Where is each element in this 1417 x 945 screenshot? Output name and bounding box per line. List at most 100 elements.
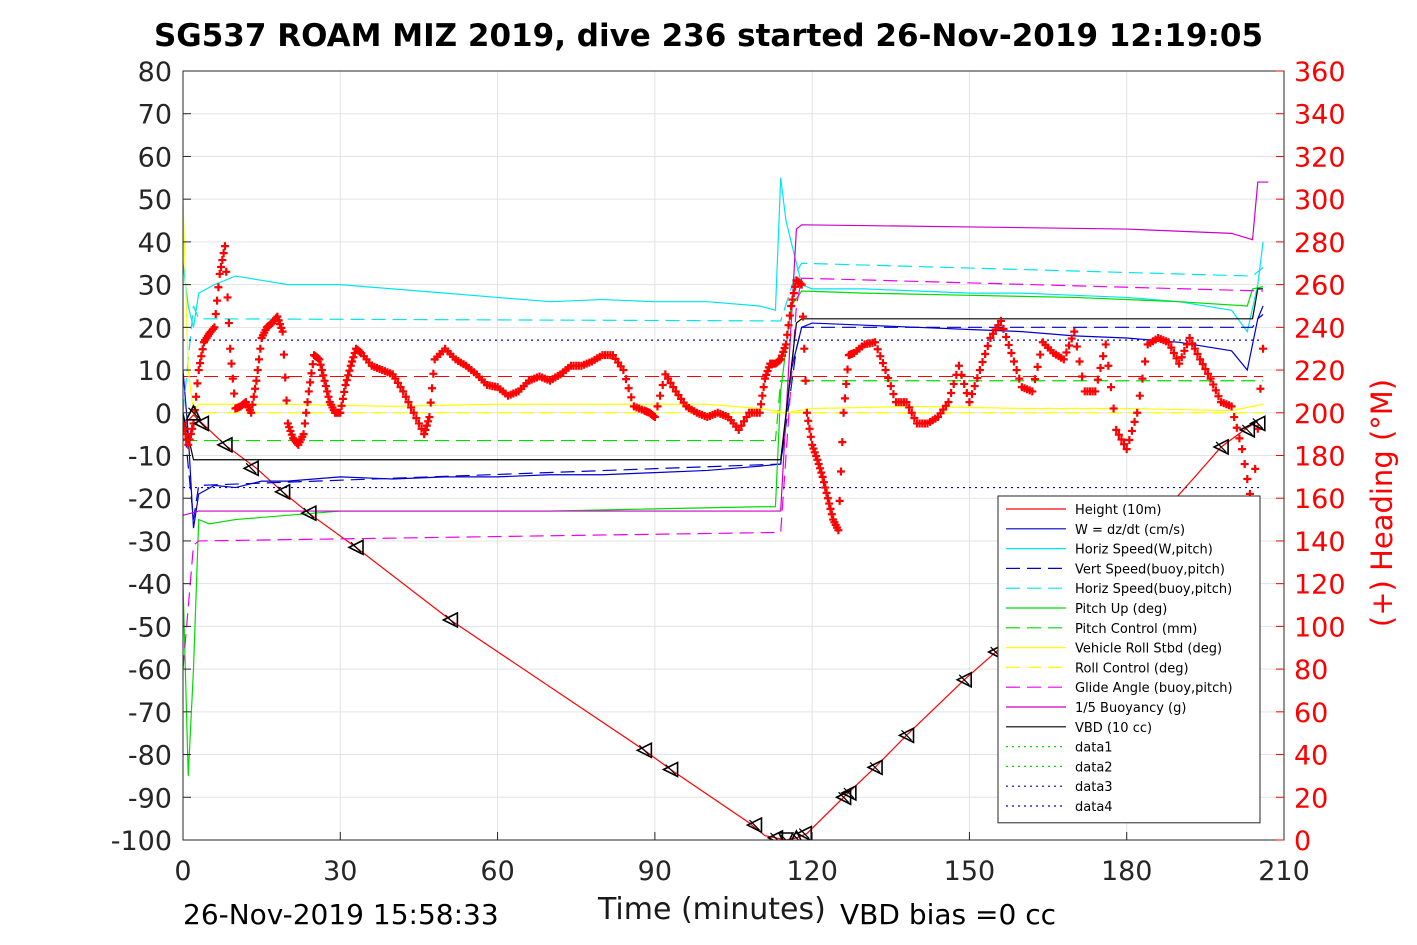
y-tick-label-right: 160 [1294, 484, 1346, 515]
series-glide-angle-buoy-pitch [183, 277, 1264, 670]
heading-marker [1230, 413, 1239, 422]
y-tick-label-right: 220 [1294, 356, 1346, 387]
axis-ticks: 0 30 60 90 120 150 180 21080706050403020100-10-… [111, 57, 1346, 887]
y-tick-label-left: -20 [128, 484, 172, 515]
heading-marker [393, 378, 402, 387]
heading-marker [1203, 369, 1212, 378]
legend-entry: Pitch Up (deg) [1075, 602, 1167, 617]
heading-marker [878, 359, 887, 368]
heading-marker [1015, 374, 1024, 383]
heading-marker [783, 330, 792, 339]
triangle-marker [216, 436, 233, 454]
heading-marker [781, 340, 790, 349]
heading-marker [1235, 434, 1244, 443]
heading-marker [345, 366, 354, 375]
y-tick-label-left: 40 [138, 228, 172, 259]
heading-marker [188, 424, 197, 433]
heading-marker [821, 483, 830, 492]
heading-marker [226, 344, 235, 353]
heading-marker [340, 387, 349, 396]
heading-marker [905, 403, 914, 412]
heading-marker [1209, 380, 1218, 389]
vbd-bias-label: VBD bias =0 cc [840, 898, 1056, 931]
heading-marker [960, 379, 969, 388]
legend-entry: Horiz Speed(buoy,pitch) [1075, 582, 1232, 597]
series-horiz-speed-w-pitch [183, 177, 1264, 334]
legend-box [997, 495, 1261, 824]
heading-marker [881, 366, 890, 375]
heading-marker [876, 352, 885, 361]
heading-marker [619, 366, 628, 375]
legend-entry: 1/5 Buoyancy (g) [1075, 701, 1186, 716]
heading-marker [300, 419, 309, 428]
triangle-marker-cross [188, 407, 199, 419]
triangle-marker [192, 415, 210, 432]
heading-marker [341, 381, 350, 390]
heading-marker [653, 402, 662, 411]
triangle-marker [777, 832, 795, 840]
heading-marker [784, 321, 793, 330]
heading-marker [1198, 360, 1207, 369]
heading-marker [1196, 355, 1205, 364]
heading-marker [954, 361, 963, 370]
heading-marker [1078, 372, 1087, 381]
heading-marker [991, 325, 1000, 334]
triangle-marker-cross [665, 764, 677, 775]
heading-marker [346, 361, 355, 370]
heading-marker [994, 321, 1003, 330]
legend-entry: Vehicle Roll Stbd (deg) [1075, 642, 1222, 657]
heading-marker [816, 464, 825, 473]
triangle-marker-cross [1252, 418, 1264, 429]
triangle-marker [1238, 421, 1256, 439]
heading-marker [184, 440, 193, 449]
heading-marker [1251, 464, 1260, 473]
heading-marker [666, 378, 675, 387]
heading-marker [791, 282, 800, 291]
footer-timestamp: 26-Nov-2019 15:58:33 [183, 898, 499, 931]
heading-marker [1256, 384, 1265, 393]
triangle-marker [347, 539, 364, 556]
y-tick-label-left: -50 [128, 612, 172, 643]
heading-marker [323, 387, 332, 396]
triangle-marker [1212, 438, 1229, 456]
heading-marker [299, 430, 308, 439]
heading-marker [1070, 327, 1079, 336]
series-w-dz-dt-cm-s [183, 305, 1264, 529]
heading-marker [336, 408, 345, 417]
series-vbd-10-cc [183, 288, 1264, 461]
heading-marker [989, 329, 998, 338]
heading-marker [978, 358, 987, 367]
heading-marker [1259, 344, 1268, 353]
heading-marker [252, 376, 261, 385]
heading-marker [661, 370, 670, 379]
x-tick-label: 60 [480, 856, 514, 887]
heading-marker [910, 414, 919, 423]
heading-marker [412, 414, 421, 423]
legend-entry: W = dz/dt (cm/s) [1075, 523, 1185, 538]
heading-marker [279, 350, 288, 359]
chart-title: SG537 ROAM MIZ 2019, dive 236 started 26… [153, 18, 1264, 54]
heading-marker [251, 384, 260, 393]
heading-marker [224, 319, 233, 328]
triangle-marker [441, 611, 459, 629]
heading-layer [183, 242, 1268, 535]
heading-marker [420, 430, 429, 439]
heading-marker [886, 382, 895, 391]
heading-marker [349, 353, 358, 362]
heading-marker [842, 379, 851, 388]
heading-marker [627, 393, 636, 402]
heading-marker [755, 408, 764, 417]
heading-marker [973, 374, 982, 383]
heading-marker [1243, 474, 1252, 483]
heading-marker [192, 392, 201, 401]
heading-marker [282, 396, 291, 405]
heading-marker [981, 350, 990, 359]
heading-marker [1093, 375, 1102, 384]
heading-marker [658, 381, 667, 390]
heading-marker [1127, 426, 1136, 435]
heading-marker [1185, 334, 1194, 343]
triangle-marker-cross [869, 761, 881, 773]
heading-marker [1106, 383, 1115, 392]
heading-marker [1099, 352, 1108, 361]
heading-marker [248, 400, 257, 409]
